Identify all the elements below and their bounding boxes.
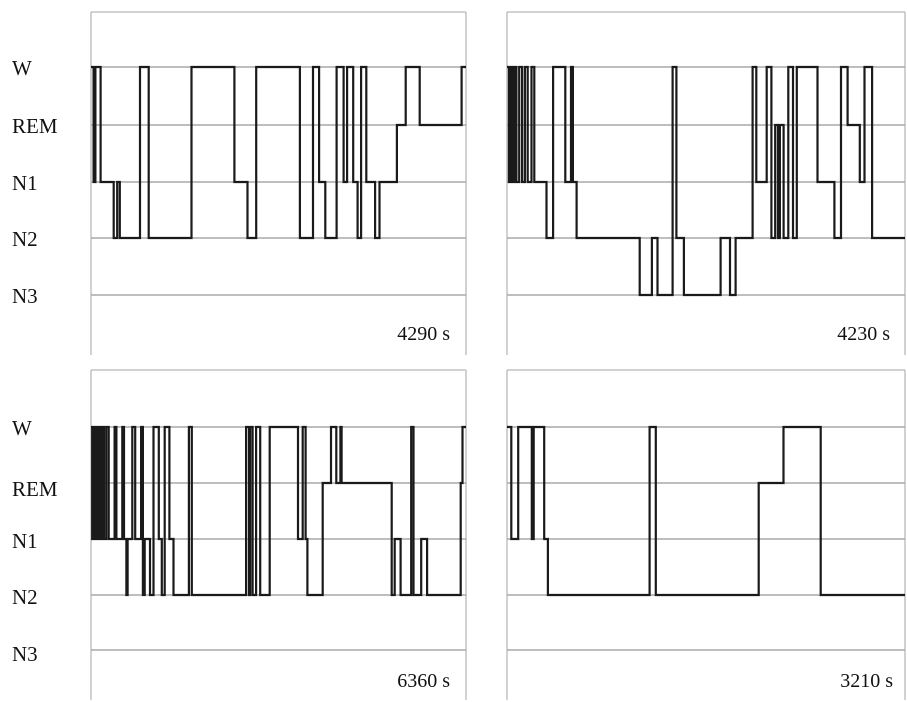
y-label-rem-top: REM [12, 114, 58, 138]
y-label-n2-bottom: N2 [12, 585, 38, 609]
duration-label: 4290 s [397, 323, 450, 345]
panel-bottom-right: 3210 s [506, 369, 906, 700]
duration-label: 3210 s [840, 670, 893, 692]
y-label-n3-bottom: N3 [12, 642, 38, 666]
y-labels-bottom: W REM N1 N2 N3 [12, 416, 58, 666]
y-label-rem-bottom: REM [12, 477, 58, 501]
y-label-n2-top: N2 [12, 227, 38, 251]
hypnogram-series [91, 425, 466, 597]
y-label-n1-bottom: N1 [12, 529, 38, 553]
panel-bottom-left: 6360 s [90, 369, 467, 700]
duration-label: 6360 s [397, 670, 450, 692]
y-label-w-top: W [12, 56, 32, 80]
panel-top-right: 4230 s [506, 11, 906, 355]
y-labels-top: W REM N1 N2 N3 [12, 56, 58, 308]
y-label-n1-top: N1 [12, 171, 38, 195]
y-label-w-bottom: W [12, 416, 32, 440]
hypnogram-series [91, 65, 466, 240]
y-label-n3-top: N3 [12, 284, 38, 308]
hypnogram-series [507, 65, 905, 297]
panel-top-left: 4290 s [90, 11, 467, 355]
hypnogram-series [507, 425, 905, 597]
duration-label: 4230 s [837, 323, 890, 345]
